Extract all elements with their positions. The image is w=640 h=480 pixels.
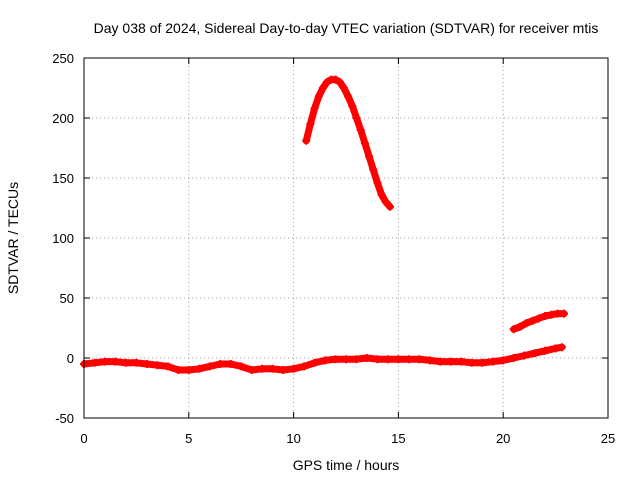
data-point: [247, 366, 256, 374]
data-point: [314, 92, 323, 101]
x-tick-label: 5: [185, 431, 192, 446]
data-point: [352, 114, 361, 122]
data-point: [362, 354, 371, 362]
data-point: [352, 355, 361, 364]
data-point: [377, 190, 386, 199]
data-point: [339, 84, 348, 92]
axis-ticks: 0 5 10 15 20 25 -50 0 50 100 150 200 250: [52, 51, 615, 446]
x-axis-label: GPS time / hours: [293, 457, 400, 473]
data-point: [344, 92, 353, 101]
data-series: [80, 75, 568, 374]
data-point: [369, 165, 378, 174]
data-point: [331, 75, 340, 84]
data-point: [515, 322, 524, 331]
data-point: [318, 84, 327, 92]
data-point: [547, 310, 556, 319]
y-tick-label: 250: [52, 51, 74, 66]
data-point: [321, 356, 330, 365]
data-point: [559, 309, 568, 318]
data-point: [205, 362, 214, 371]
data-point: [381, 198, 390, 206]
data-point: [436, 357, 445, 366]
y-tick-label: 0: [67, 351, 74, 366]
x-tick-label: 15: [391, 431, 405, 446]
data-point: [300, 362, 309, 371]
data-point: [551, 344, 560, 353]
y-tick-label: 100: [52, 231, 74, 246]
data-point: [142, 360, 151, 368]
data-point: [153, 361, 162, 370]
data-point: [534, 314, 543, 323]
y-axis-label: SDTVAR / TECUs: [5, 182, 21, 294]
data-point: [522, 319, 531, 328]
data-point: [509, 354, 518, 362]
data-point: [237, 362, 246, 371]
data-point: [289, 364, 298, 373]
chart-title: Day 038 of 2024, Sidereal Day-to-day VTE…: [94, 20, 599, 36]
data-point: [425, 356, 434, 365]
data-point: [342, 355, 350, 364]
data-point: [258, 364, 267, 373]
data-point: [174, 366, 183, 374]
data-point: [132, 358, 141, 367]
data-point: [356, 126, 365, 134]
data-point: [310, 104, 319, 113]
y-tick-label: 200: [52, 111, 74, 126]
data-point: [394, 355, 403, 364]
data-point: [365, 152, 374, 161]
data-point: [528, 316, 537, 325]
data-point: [111, 357, 120, 366]
data-point: [373, 178, 382, 187]
data-point: [163, 362, 172, 371]
data-point: [195, 364, 204, 373]
x-tick-label: 20: [496, 431, 510, 446]
y-tick-label: -50: [55, 411, 74, 426]
x-tick-label: 25: [601, 431, 615, 446]
x-tick-label: 10: [286, 431, 300, 446]
data-point: [184, 366, 193, 374]
data-point: [360, 139, 369, 148]
data-point: [335, 78, 344, 86]
data-point: [302, 136, 311, 145]
data-point: [279, 366, 288, 374]
data-point: [331, 355, 340, 364]
data-point: [509, 325, 518, 334]
data-point: [404, 355, 413, 364]
data-point: [216, 360, 225, 368]
data-point: [386, 202, 395, 211]
data-point: [226, 360, 235, 368]
data-point: [121, 358, 130, 367]
data-point: [541, 346, 550, 355]
data-point: [323, 78, 332, 86]
data-point: [520, 351, 529, 360]
x-tick-label: 0: [80, 431, 87, 446]
data-point: [383, 355, 392, 364]
data-point: [100, 357, 109, 366]
data-point: [557, 343, 566, 352]
data-point: [268, 364, 277, 373]
y-tick-label: 150: [52, 171, 74, 186]
data-point: [457, 357, 466, 366]
data-point: [348, 102, 357, 110]
data-point: [90, 358, 99, 367]
data-point: [530, 349, 539, 358]
series-line-baseline: [80, 343, 566, 374]
data-point: [541, 312, 550, 320]
data-point: [488, 357, 497, 366]
data-point: [310, 358, 319, 367]
data-point: [467, 358, 476, 367]
data-point: [478, 358, 487, 367]
data-point: [499, 356, 508, 365]
data-point: [306, 120, 315, 128]
data-point: [415, 355, 424, 364]
y-tick-label: 50: [60, 291, 74, 306]
data-point: [446, 357, 455, 366]
data-point: [373, 355, 382, 364]
